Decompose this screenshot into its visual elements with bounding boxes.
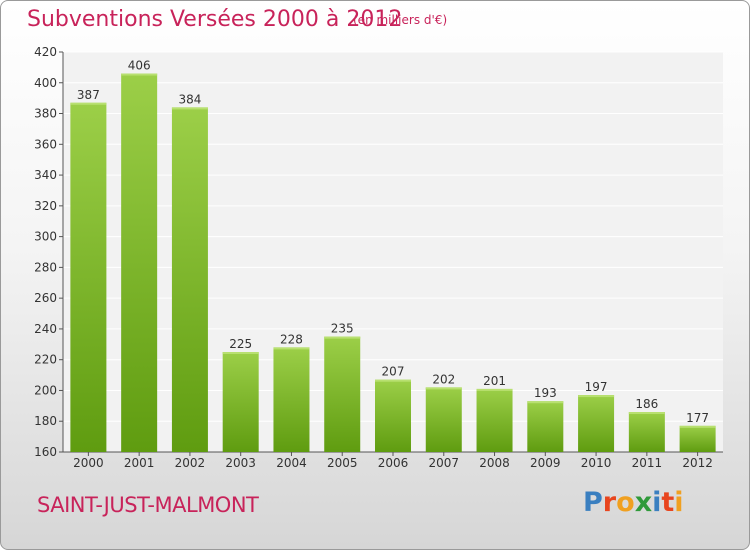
bar-highlight: [425, 387, 462, 390]
x-tick-label: 2010: [581, 456, 612, 470]
y-tick-label: 300: [34, 230, 57, 244]
data-label: 228: [280, 332, 303, 346]
bar-highlight: [679, 425, 716, 428]
data-label: 197: [585, 380, 608, 394]
bar-2010: [578, 395, 615, 452]
data-label: 235: [331, 322, 354, 336]
y-tick-label: 340: [34, 168, 57, 182]
bar-2004: [273, 347, 310, 452]
bar-2012: [679, 425, 716, 452]
bar-chart: 160 180 200 220 240 260 280 300 320 340 360 380 400 4…: [34, 45, 723, 470]
data-label: 384: [178, 92, 201, 106]
bar-2006: [375, 379, 411, 452]
bar-highlight: [121, 73, 158, 76]
x-tick-label: 2005: [327, 456, 358, 470]
y-tick-label: 220: [34, 353, 57, 367]
x-tick-label: 2001: [124, 456, 155, 470]
bar-highlight: [222, 352, 259, 354]
x-tick-label: 2009: [530, 456, 561, 470]
commune-name: SAINT-JUST-MALMONT: [37, 493, 259, 517]
y-tick-label: 280: [34, 260, 57, 274]
bar-2011: [628, 412, 665, 452]
x-tick-label: 2003: [225, 456, 256, 470]
bar-highlight: [273, 347, 310, 350]
chart-title: Subventions Versées 2000 à 2012: [27, 7, 403, 32]
y-tick-label: 380: [34, 107, 57, 121]
y-tick-label: 320: [34, 199, 57, 213]
logo-letter: i: [674, 487, 684, 518]
data-label: 202: [432, 372, 455, 386]
data-label: 193: [534, 386, 557, 400]
bar-2007: [425, 387, 462, 452]
y-tick-label: 260: [34, 291, 57, 305]
bar-highlight: [70, 102, 107, 105]
y-tick-label: 400: [34, 76, 57, 90]
bar-2009: [527, 401, 564, 452]
x-tick-label: 2008: [479, 456, 510, 470]
x-tick-label: 2011: [632, 456, 663, 470]
x-tick-label: 2002: [175, 456, 206, 470]
y-tick-label: 160: [34, 445, 57, 459]
chart-unit: (en milliers d'€): [353, 13, 448, 27]
bar-highlight: [578, 395, 615, 398]
y-tick-label: 180: [34, 414, 57, 428]
data-label: 177: [686, 411, 709, 425]
x-tick-label: 2007: [428, 456, 459, 470]
bar-highlight: [324, 336, 361, 339]
x-tick-label: 2004: [276, 456, 307, 470]
bar-highlight: [527, 401, 564, 404]
logo-letter: t: [661, 487, 675, 518]
y-tick-label: 420: [34, 45, 57, 59]
data-label: 207: [382, 365, 405, 379]
logo-letter: x: [634, 487, 653, 518]
y-tick-label: 240: [34, 322, 57, 336]
x-tick-label: 2000: [73, 456, 104, 470]
bar-highlight: [628, 412, 665, 414]
y-tick-label: 200: [34, 383, 57, 397]
bar-highlight: [171, 107, 208, 110]
x-tick-label: 2012: [682, 456, 713, 470]
bar-2005: [324, 336, 361, 452]
bar-highlight: [476, 388, 513, 391]
data-label: 387: [77, 88, 100, 102]
bar-2000: [70, 102, 107, 453]
logo-letter: i: [652, 487, 662, 518]
data-label: 225: [229, 337, 252, 351]
logo-letter: P: [583, 487, 603, 518]
logo-letter: r: [602, 487, 617, 518]
bar-2008: [476, 388, 513, 452]
data-label: 406: [128, 59, 151, 73]
bar-2002: [171, 107, 208, 452]
y-tick-label: 360: [34, 137, 57, 151]
proxiti-logo: Proxiti: [583, 487, 684, 518]
bar-highlight: [375, 379, 411, 382]
data-label: 186: [635, 397, 658, 411]
data-label: 201: [483, 374, 506, 388]
x-tick-label: 2006: [378, 456, 409, 470]
logo-letter: o: [616, 487, 635, 518]
bar-2003: [222, 352, 259, 452]
bar-2001: [121, 73, 158, 453]
